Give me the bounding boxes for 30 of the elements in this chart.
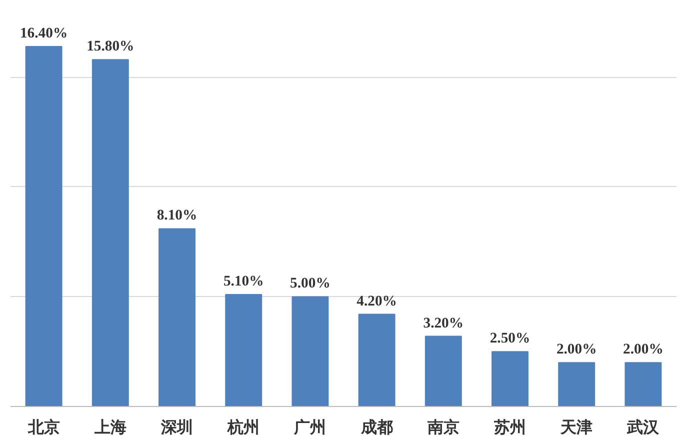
data-label: 16.40% (20, 26, 68, 42)
bar (492, 351, 528, 406)
x-tick-label: 苏州 (493, 418, 526, 436)
x-tick-label: 武汉 (626, 418, 660, 436)
bar (358, 314, 396, 406)
x-tick-label: 深圳 (160, 418, 193, 436)
data-label: 8.10% (156, 208, 198, 224)
x-tick-label: 广州 (293, 418, 326, 436)
x-tick-label: 天津 (560, 418, 593, 436)
bar (225, 294, 262, 406)
x-tick-label: 南京 (426, 418, 460, 436)
x-tick-label: 杭州 (226, 418, 260, 436)
bar (558, 362, 596, 406)
x-tick-label: 上海 (93, 418, 126, 436)
bar (292, 296, 329, 406)
data-label: 5.00% (290, 276, 330, 292)
x-tick-label: 成都 (360, 418, 393, 436)
data-label: 5.10% (223, 274, 264, 290)
bar (25, 46, 62, 406)
data-label: 2.00% (556, 342, 597, 358)
data-label: 2.50% (490, 330, 530, 347)
bar (624, 362, 662, 406)
data-label: 2.00% (623, 342, 664, 358)
bar (92, 59, 129, 406)
bar (424, 336, 462, 406)
data-label: 4.20% (356, 293, 397, 310)
data-label: 3.20% (423, 315, 464, 332)
x-tick-label: 北京 (26, 418, 60, 436)
data-label: 15.80% (86, 38, 134, 55)
bar (158, 228, 196, 406)
